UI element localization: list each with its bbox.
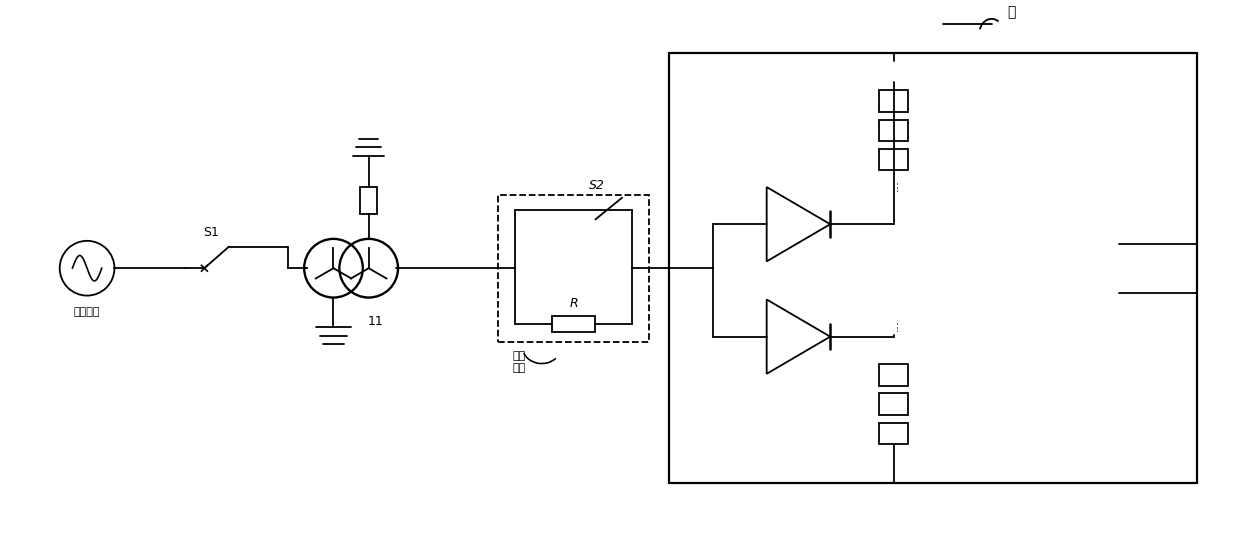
- Bar: [360, 187, 377, 215]
- Text: 11: 11: [368, 315, 383, 328]
- Bar: [879, 423, 909, 444]
- Bar: [879, 90, 909, 112]
- Text: ...: ...: [888, 179, 900, 191]
- Text: 启动
回路: 启动 回路: [512, 351, 526, 373]
- Text: 阀: 阀: [1007, 5, 1016, 19]
- Bar: [668, 53, 1197, 483]
- Text: ...: ...: [888, 319, 900, 331]
- Bar: [879, 393, 909, 415]
- Bar: [879, 120, 909, 141]
- Text: S2: S2: [589, 179, 605, 192]
- Bar: [879, 364, 909, 386]
- Text: R: R: [569, 297, 578, 310]
- FancyBboxPatch shape: [497, 195, 650, 341]
- Bar: [879, 149, 909, 171]
- Text: 交流电网: 交流电网: [74, 307, 100, 317]
- Text: S1: S1: [203, 226, 219, 239]
- Bar: [552, 316, 595, 332]
